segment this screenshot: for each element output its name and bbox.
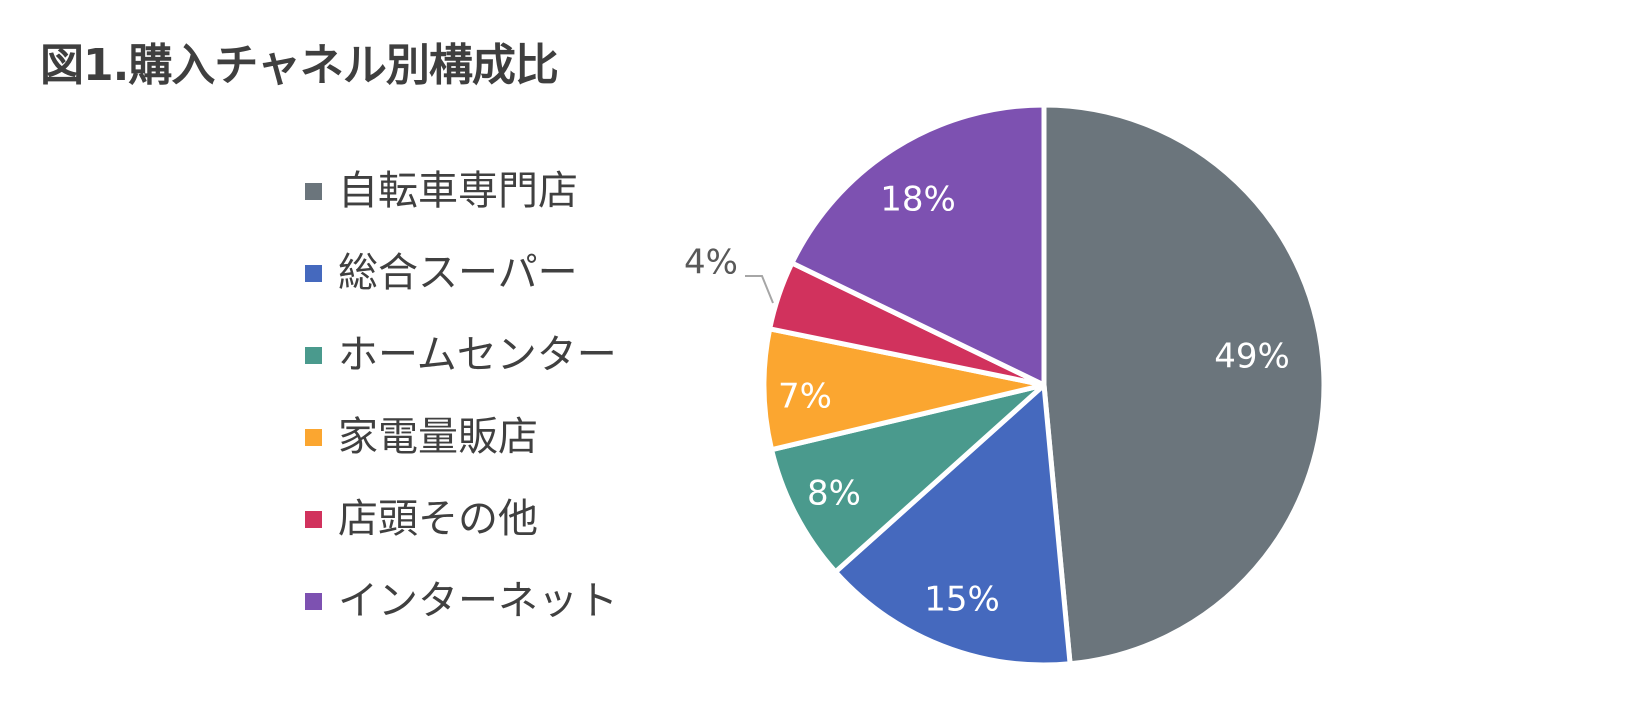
legend-label: 自転車専門店: [338, 168, 578, 214]
data-label: 49%: [1214, 337, 1290, 377]
data-label: 18%: [880, 180, 956, 220]
leader-line: [745, 275, 774, 304]
legend-swatch: [305, 182, 322, 200]
legend-swatch: [305, 346, 322, 364]
legend-swatch: [305, 428, 322, 446]
legend-swatch: [305, 264, 322, 282]
legend-item: インターネット: [305, 560, 618, 642]
chart-legend: 自転車専門店 総合スーパー ホームセンター 家電量販店 店頭その他 インターネッ…: [305, 150, 618, 642]
pie-slice: [833, 382, 1073, 668]
legend-item: 自転車専門店: [305, 150, 618, 232]
legend-item: ホームセンター: [305, 314, 618, 396]
legend-swatch: [305, 592, 322, 610]
legend-item: 家電量販店: [305, 396, 618, 478]
legend-label: 店頭その他: [338, 496, 538, 542]
data-label: 8%: [807, 474, 861, 514]
pie-slice: [1041, 102, 1327, 667]
data-label: 7%: [778, 377, 832, 417]
legend-swatch: [305, 510, 322, 528]
pie-slice: [789, 102, 1047, 388]
data-label: 15%: [924, 580, 1000, 620]
legend-label: インターネット: [338, 578, 618, 624]
pie-slice: [769, 382, 1047, 575]
legend-item: 総合スーパー: [305, 232, 618, 314]
legend-item: 店頭その他: [305, 478, 618, 560]
data-label: 4%: [684, 243, 738, 283]
legend-label: ホームセンター: [338, 332, 617, 378]
legend-label: 総合スーパー: [338, 250, 578, 296]
chart-title: 図1.購入チャネル別構成比: [40, 40, 559, 91]
legend-label: 家電量販店: [338, 414, 538, 460]
